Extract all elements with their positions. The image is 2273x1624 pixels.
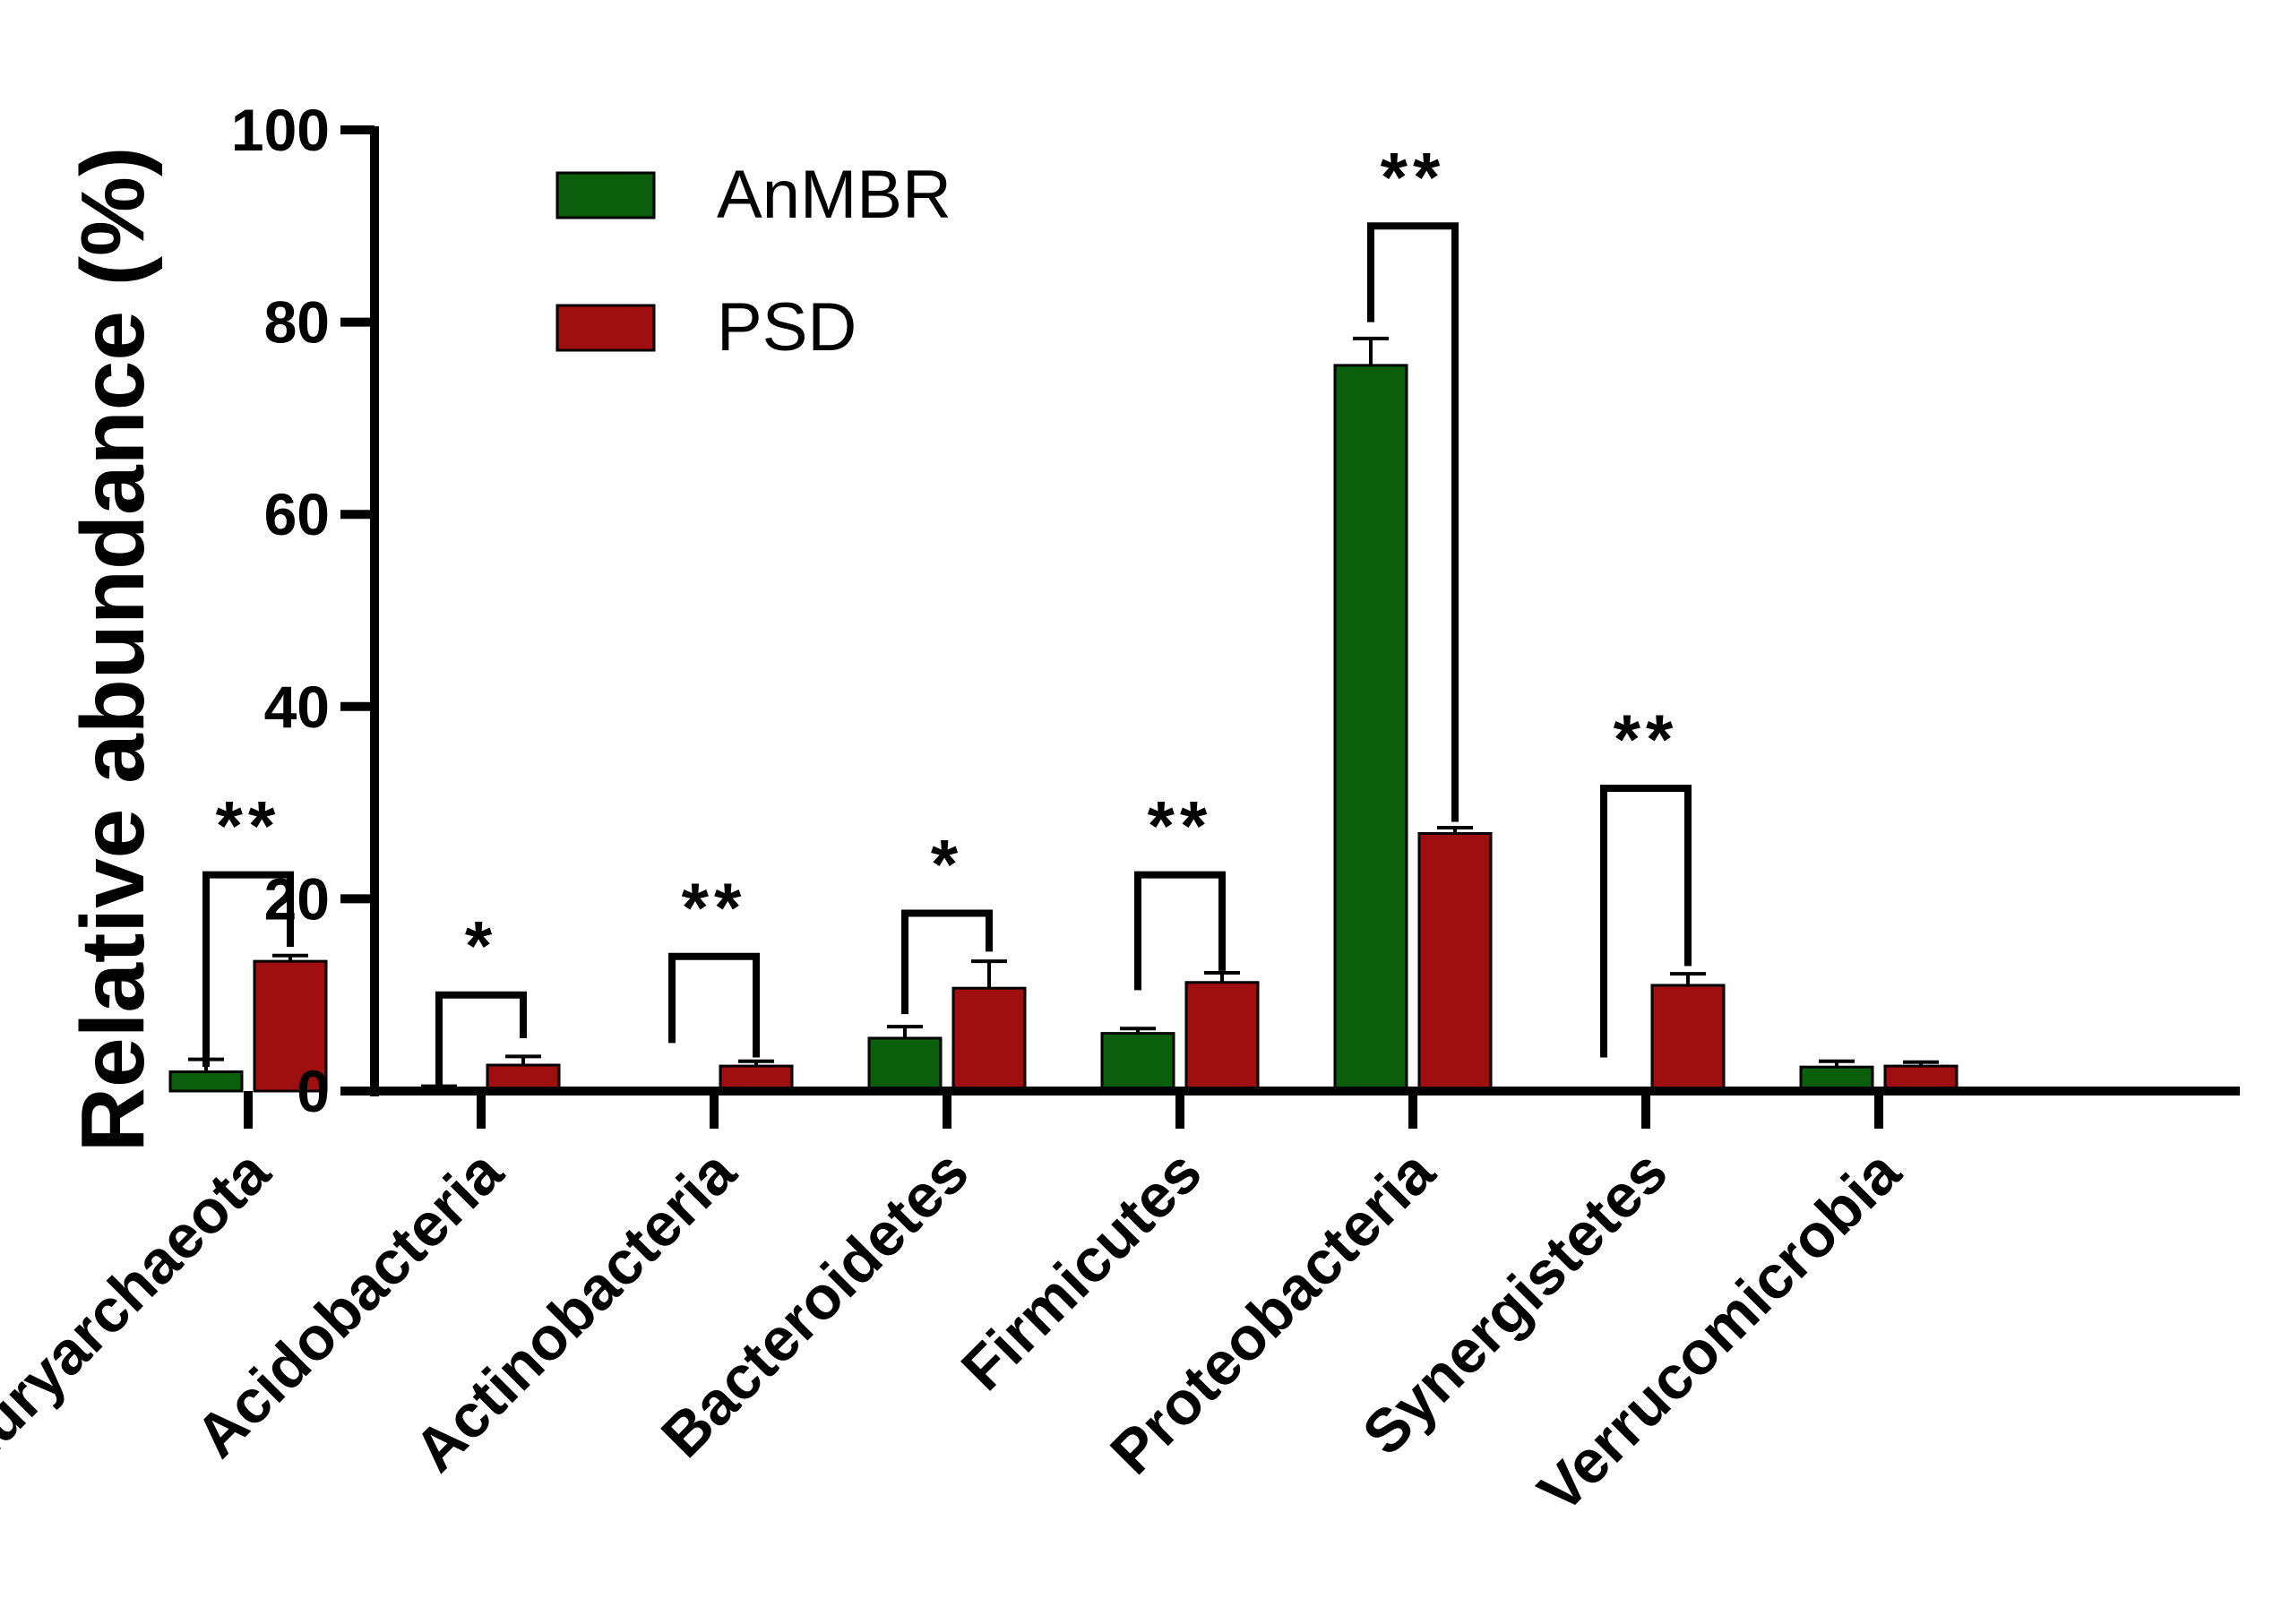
bar-psd-euryarchaeota [253, 959, 328, 1093]
significance-label-acidobacteria: * [465, 907, 497, 985]
significance-bracket-firmicutes [1134, 871, 1226, 991]
y-tick-label-80: 80 [264, 289, 330, 356]
bar-psd-firmicutes [1184, 981, 1260, 1093]
significance-label-actinobacteria: ** [682, 868, 747, 947]
bar-psd-proteobacteria [1417, 831, 1493, 1093]
significance-bracket-proteobacteria [1367, 222, 1459, 822]
significance-bracket-actinobacteria [668, 952, 760, 1058]
y-tick-label-100: 100 [231, 97, 330, 163]
bar-anmbr-proteobacteria [1333, 364, 1408, 1093]
legend-swatch-psd [555, 304, 656, 352]
significance-label-proteobacteria: ** [1381, 137, 1446, 216]
legend-swatch-anmbr [555, 171, 656, 219]
significance-label-synergistetes: ** [1614, 700, 1679, 778]
y-tick-label-60: 60 [264, 481, 330, 547]
bar-anmbr-firmicutes [1100, 1032, 1175, 1093]
bar-anmbr-bacteroidetes [867, 1036, 943, 1093]
significance-bracket-bacteroidetes [901, 909, 993, 1015]
bar-psd-synergistetes [1650, 984, 1726, 1093]
significance-label-firmicutes: ** [1148, 786, 1213, 865]
significance-layer: *** *** ****** [202, 137, 1692, 1087]
legend-label-anmbr: AnMBR [717, 157, 951, 233]
y-tick-label-40: 40 [264, 674, 330, 740]
error-bars-layer [188, 336, 1939, 1088]
legend-label-psd: PSD [717, 289, 857, 365]
bar-psd-bacteroidetes [951, 986, 1027, 1093]
significance-bracket-acidobacteria [435, 991, 527, 1087]
significance-label-euryarchaeota: ** [216, 786, 281, 865]
significance-bracket-euryarchaeota [202, 871, 294, 1068]
y-axis-label: Relative abundance (%) [63, 147, 163, 1153]
y-tick-label-0: 0 [297, 1058, 330, 1124]
legend: AnMBR PSD [555, 157, 951, 365]
bar-anmbr-euryarchaeota [168, 1070, 244, 1093]
significance-bracket-synergistetes [1600, 785, 1692, 1058]
significance-label-bacteroidetes: * [931, 824, 963, 903]
axes-layer: 020406080100EuryarchaeotaAcidobacteriaAc… [0, 97, 2240, 1525]
